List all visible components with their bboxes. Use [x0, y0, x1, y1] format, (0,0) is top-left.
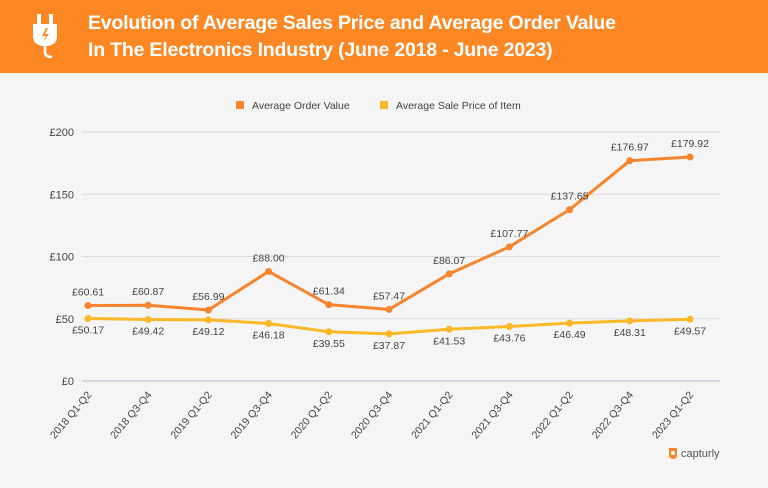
data-label: £49.42	[132, 325, 164, 337]
data-point	[445, 325, 453, 333]
data-point	[204, 316, 212, 324]
data-label: £137.65	[551, 191, 589, 203]
y-tick-label: £100	[50, 252, 74, 264]
data-point	[84, 315, 92, 323]
x-tick-label: 2020 Q1-Q2	[289, 389, 335, 441]
data-label: £56.99	[192, 291, 224, 303]
chart-title: Evolution of Average Sales Price and Ave…	[88, 10, 616, 64]
data-point	[626, 317, 634, 325]
data-point	[144, 301, 152, 309]
data-point	[265, 267, 273, 275]
data-label: £46.49	[554, 329, 586, 341]
data-point	[505, 323, 513, 331]
title-line-1: Evolution of Average Sales Price and Ave…	[88, 12, 616, 34]
data-point	[325, 301, 333, 309]
data-label: £46.18	[253, 330, 285, 342]
header-banner: Evolution of Average Sales Price and Ave…	[0, 0, 768, 73]
x-tick-label: 2023 Q1-Q2	[650, 389, 696, 441]
data-label: £41.53	[433, 335, 465, 347]
line-chart: £0 £50 £100 £150 £200 2018 Q1-Q2 2018 Q3-Q4 201…	[48, 100, 720, 441]
data-point	[265, 320, 273, 328]
data-point	[385, 330, 393, 338]
data-label: £48.31	[614, 327, 646, 339]
legend-swatch	[236, 101, 244, 109]
capturly-brand: capturly	[668, 447, 720, 460]
data-label: £49.12	[192, 326, 224, 338]
y-tick-label: £0	[62, 376, 74, 388]
data-label: £37.87	[373, 340, 405, 352]
data-point	[445, 270, 453, 278]
legend-label: Average Sale Price of Item	[396, 100, 521, 112]
data-point	[385, 305, 393, 313]
data-label: £107.77	[490, 228, 528, 240]
data-point	[505, 243, 513, 251]
x-tick-label: 2018 Q3-Q4	[108, 389, 154, 441]
data-label: £60.87	[132, 286, 164, 298]
data-label: £43.76	[493, 333, 525, 345]
data-label: £49.57	[674, 325, 706, 337]
data-label: £179.92	[671, 138, 709, 150]
data-point	[325, 328, 333, 336]
x-tick-label: 2019 Q3-Q4	[229, 389, 275, 441]
data-label: £39.55	[313, 338, 345, 350]
legend-label: Average Order Value	[252, 100, 350, 112]
data-point	[566, 319, 574, 327]
y-tick-label: £50	[56, 314, 74, 326]
title-line-2: In The Electronics Industry (June 2018 -…	[88, 39, 553, 61]
data-label: £50.17	[72, 325, 104, 337]
electric-plug-icon	[33, 14, 57, 59]
data-label: £176.97	[611, 142, 649, 154]
data-point	[144, 315, 152, 323]
x-tick-label: 2022 Q3-Q4	[590, 389, 636, 441]
data-point	[686, 315, 694, 323]
x-tick-label: 2018 Q1-Q2	[48, 389, 94, 441]
capturly-logo-icon	[669, 448, 677, 459]
data-label: £57.47	[373, 290, 405, 302]
brand-name: capturly	[681, 447, 720, 460]
data-label: £61.34	[313, 286, 345, 298]
y-tick-label: £200	[50, 127, 74, 139]
series-line	[87, 155, 691, 312]
data-point	[566, 206, 574, 214]
data-label: £88.00	[253, 252, 285, 264]
x-tick-label: 2021 Q3-Q4	[469, 389, 515, 441]
data-label: £60.61	[72, 287, 104, 299]
x-tick-label: 2020 Q3-Q4	[349, 389, 395, 441]
data-point	[84, 302, 92, 310]
data-point	[626, 157, 634, 165]
y-tick-label: £150	[50, 189, 74, 201]
legend-swatch	[380, 101, 388, 109]
data-point	[686, 153, 694, 161]
data-point	[204, 306, 212, 314]
data-label: £86.07	[433, 255, 465, 267]
x-tick-label: 2022 Q1-Q2	[530, 389, 576, 441]
x-tick-label: 2021 Q1-Q2	[409, 389, 455, 441]
x-tick-label: 2019 Q1-Q2	[168, 389, 214, 441]
